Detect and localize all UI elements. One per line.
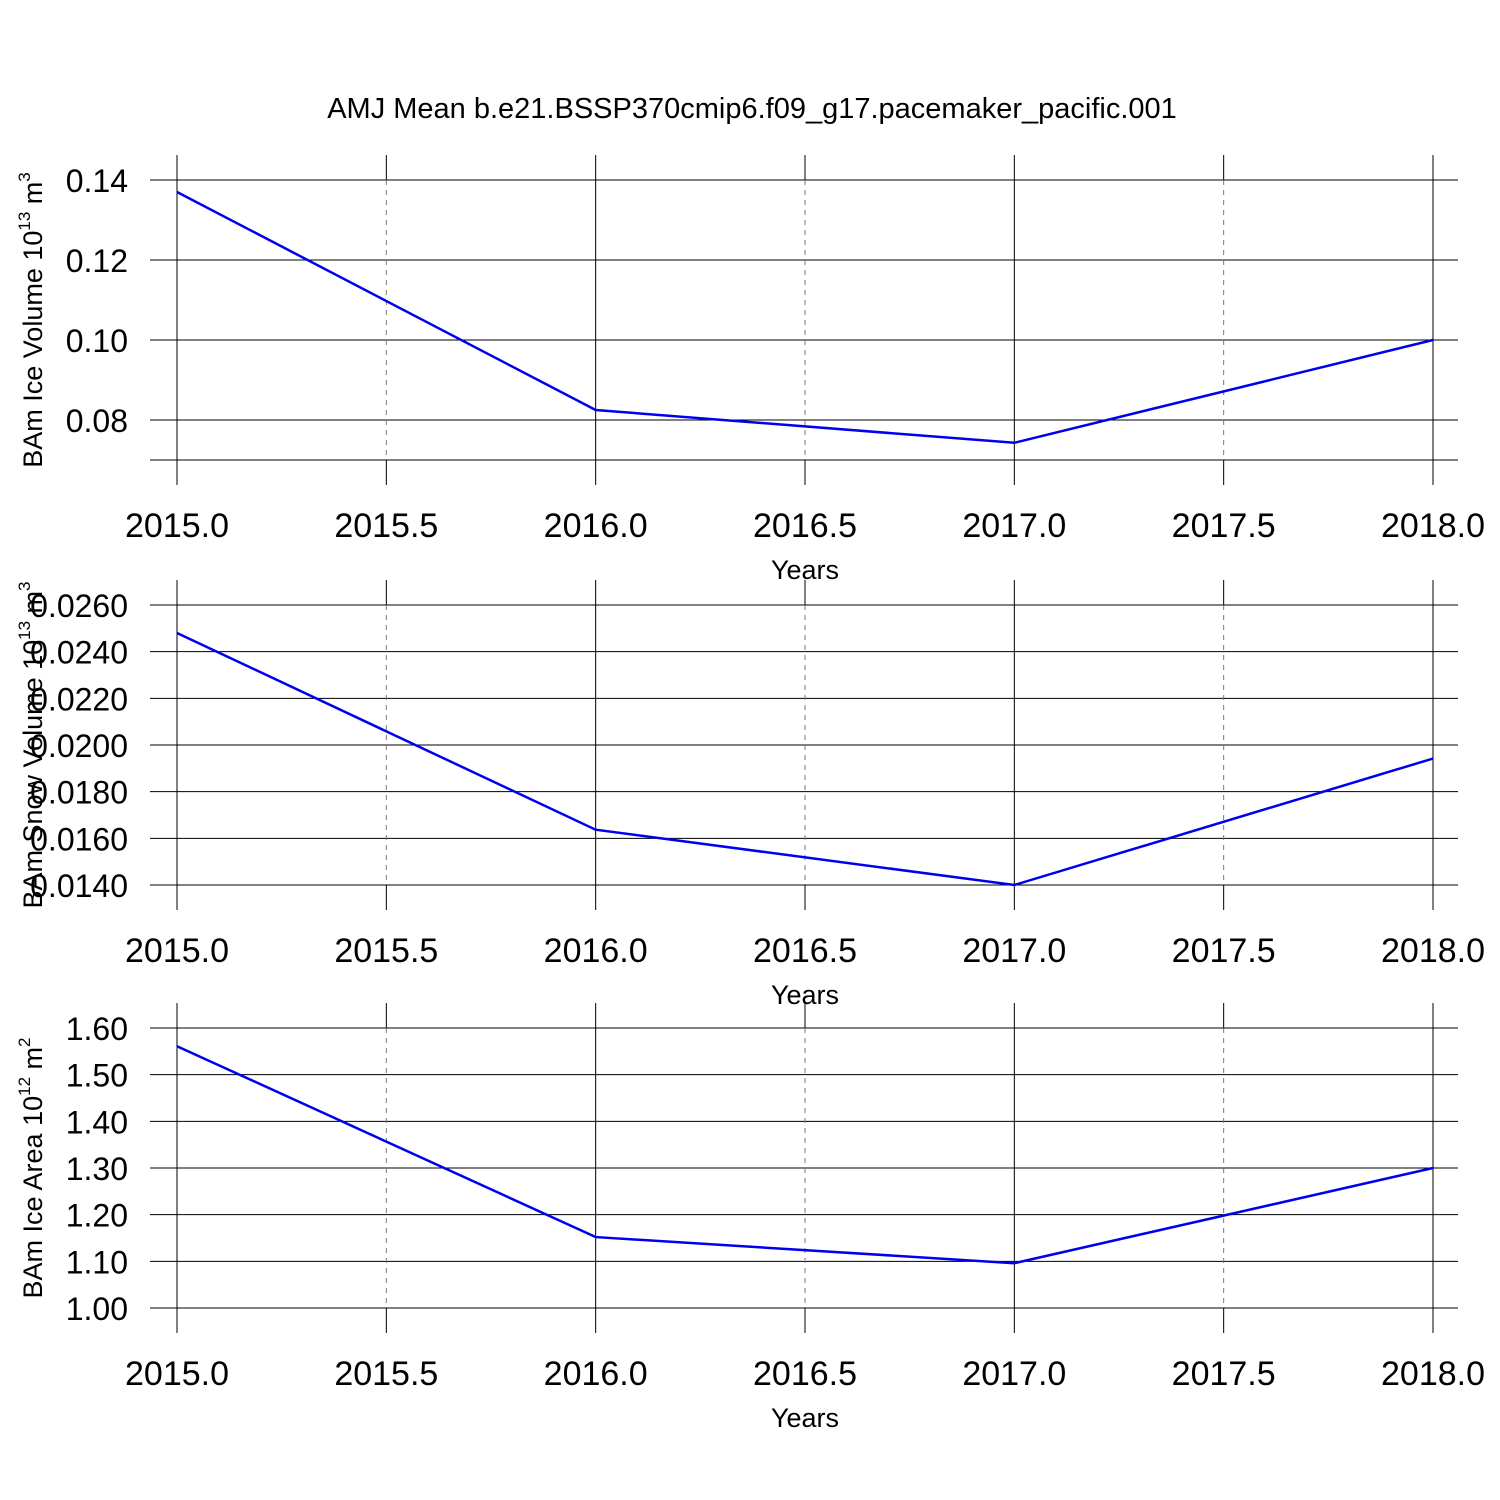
x-tick-label: 2016.0 bbox=[544, 507, 648, 545]
x-tick-label: 2018.0 bbox=[1381, 1355, 1485, 1393]
y-tick-label: 0.0240 bbox=[30, 635, 128, 671]
y-tick-label: 0.14 bbox=[66, 163, 128, 199]
x-tick-label: 2017.0 bbox=[962, 932, 1066, 970]
y-tick-label: 1.30 bbox=[66, 1151, 128, 1187]
x-tick-label: 2016.0 bbox=[544, 932, 648, 970]
y-axis-label-part: m bbox=[18, 1047, 48, 1077]
y-axis-label-exponent: 2 bbox=[15, 1038, 34, 1047]
y-tick-label: 0.12 bbox=[66, 243, 128, 279]
y-axis-label-exponent: 3 bbox=[15, 172, 34, 181]
y-tick-label: 0.0260 bbox=[30, 588, 128, 624]
x-tick-label: 2015.0 bbox=[125, 932, 229, 970]
y-axis-label-part: BAm Ice Volume 10 bbox=[18, 231, 48, 468]
x-tick-label: 2018.0 bbox=[1381, 932, 1485, 970]
chart-title: AMJ Mean b.e21.BSSP370cmip6.f09_g17.pace… bbox=[327, 93, 1177, 125]
y-tick-label: 0.0200 bbox=[30, 728, 128, 764]
y-axis-label-exponent: 13 bbox=[15, 621, 34, 640]
y-axis-label-part: m bbox=[18, 182, 48, 212]
x-tick-label: 2017.5 bbox=[1172, 507, 1276, 545]
x-tick-label: 2016.0 bbox=[544, 1355, 648, 1393]
x-tick-label: 2015.5 bbox=[334, 507, 438, 545]
y-axis-label: BAm Ice Area 1012 m2 bbox=[15, 1038, 48, 1299]
y-axis-label-exponent: 3 bbox=[15, 581, 34, 590]
y-tick-label: 1.00 bbox=[66, 1291, 128, 1327]
y-axis-label-part: BAm Snow Volume 10 bbox=[18, 640, 48, 909]
y-axis-label-part: BAm Ice Area 10 bbox=[18, 1096, 48, 1299]
x-tick-label: 2016.5 bbox=[753, 932, 857, 970]
y-axis-label: BAm Snow Volume 1013 m3 bbox=[15, 581, 48, 908]
data-line bbox=[176, 190, 1434, 445]
y-tick-label: 1.50 bbox=[66, 1058, 128, 1094]
y-tick-label: 0.0220 bbox=[30, 681, 128, 717]
y-axis-label-exponent: 12 bbox=[15, 1077, 34, 1096]
y-tick-label: 1.40 bbox=[66, 1104, 128, 1140]
y-tick-label: 0.10 bbox=[66, 323, 128, 359]
x-tick-label: 2015.0 bbox=[125, 507, 229, 545]
x-tick-label: 2015.5 bbox=[334, 932, 438, 970]
y-tick-label: 1.20 bbox=[66, 1198, 128, 1234]
y-tick-label: 0.0180 bbox=[30, 775, 128, 811]
x-tick-label: 2018.0 bbox=[1381, 507, 1485, 545]
x-tick-label: 2017.5 bbox=[1172, 932, 1276, 970]
y-axis-label: BAm Ice Volume 1013 m3 bbox=[15, 172, 48, 468]
x-tick-label: 2017.0 bbox=[962, 1355, 1066, 1393]
x-tick-label: 2015.5 bbox=[334, 1355, 438, 1393]
y-tick-label: 0.0160 bbox=[30, 821, 128, 857]
y-tick-label: 0.08 bbox=[66, 403, 128, 439]
x-tick-label: 2017.5 bbox=[1172, 1355, 1276, 1393]
data-line bbox=[176, 631, 1434, 887]
y-tick-label: 1.60 bbox=[66, 1011, 128, 1047]
x-tick-label: 2017.0 bbox=[962, 507, 1066, 545]
x-tick-label: 2015.0 bbox=[125, 1355, 229, 1393]
y-tick-label: 0.0140 bbox=[30, 868, 128, 904]
y-axis-label-exponent: 13 bbox=[15, 212, 34, 231]
y-axis-label-part: m bbox=[18, 591, 48, 621]
y-tick-label: 1.10 bbox=[66, 1244, 128, 1280]
x-tick-label: 2016.5 bbox=[753, 507, 857, 545]
x-tick-label: 2016.5 bbox=[753, 1355, 857, 1393]
x-axis-label: Years bbox=[771, 1403, 839, 1433]
data-line bbox=[176, 1045, 1434, 1265]
